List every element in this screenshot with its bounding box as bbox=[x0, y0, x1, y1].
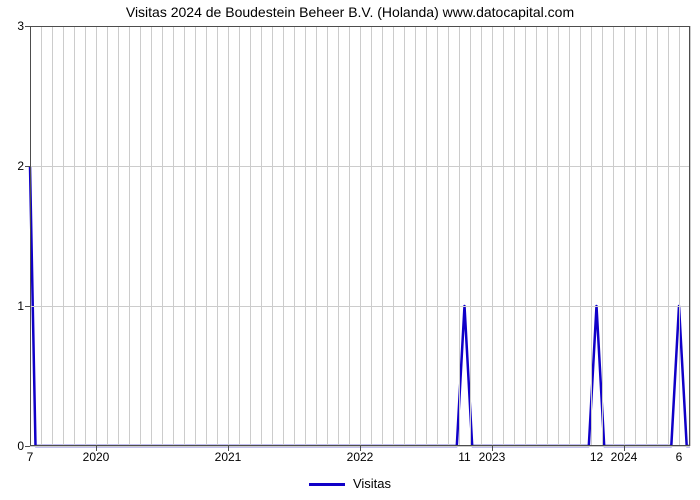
gridline-vertical bbox=[525, 26, 526, 446]
gridline-vertical bbox=[283, 26, 284, 446]
gridline-vertical bbox=[228, 26, 229, 446]
gridline-vertical bbox=[514, 26, 515, 446]
data-point-label: 11 bbox=[458, 446, 470, 464]
gridline-vertical bbox=[470, 26, 471, 446]
legend-swatch bbox=[309, 483, 345, 486]
gridline-vertical bbox=[217, 26, 218, 446]
gridline-vertical bbox=[195, 26, 196, 446]
gridline-vertical bbox=[96, 26, 97, 446]
y-tick-label: 3 bbox=[17, 19, 30, 33]
gridline-vertical bbox=[63, 26, 64, 446]
gridline-vertical bbox=[536, 26, 537, 446]
gridline-vertical bbox=[338, 26, 339, 446]
gridline-vertical bbox=[569, 26, 570, 446]
y-tick-label: 2 bbox=[17, 159, 30, 173]
legend-label: Visitas bbox=[353, 476, 391, 491]
gridline-vertical bbox=[481, 26, 482, 446]
gridline-vertical bbox=[690, 26, 691, 446]
gridline-vertical bbox=[239, 26, 240, 446]
x-tick-label: 2023 bbox=[479, 446, 506, 464]
gridline-vertical bbox=[349, 26, 350, 446]
y-tick-label: 1 bbox=[17, 299, 30, 313]
legend: Visitas bbox=[0, 476, 700, 491]
gridline-vertical bbox=[393, 26, 394, 446]
gridline-vertical bbox=[679, 26, 680, 446]
gridline-vertical bbox=[415, 26, 416, 446]
gridline-vertical bbox=[371, 26, 372, 446]
data-point-label: 7 bbox=[27, 446, 34, 464]
data-point-label: 12 bbox=[590, 446, 603, 464]
gridline-vertical bbox=[118, 26, 119, 446]
gridline-vertical bbox=[74, 26, 75, 446]
gridline-vertical bbox=[305, 26, 306, 446]
x-tick-label: 2024 bbox=[611, 446, 638, 464]
gridline-vertical bbox=[41, 26, 42, 446]
gridline-vertical bbox=[404, 26, 405, 446]
chart-title: Visitas 2024 de Boudestein Beheer B.V. (… bbox=[0, 4, 700, 20]
gridline-vertical bbox=[250, 26, 251, 446]
x-tick-label: 2021 bbox=[215, 446, 242, 464]
gridline-vertical bbox=[492, 26, 493, 446]
gridline-vertical bbox=[459, 26, 460, 446]
plot-area: 012320202021202220232024711126 bbox=[30, 26, 690, 446]
gridline-vertical bbox=[657, 26, 658, 446]
gridline-vertical bbox=[426, 26, 427, 446]
gridline-vertical bbox=[107, 26, 108, 446]
gridline-vertical bbox=[624, 26, 625, 446]
gridline-vertical bbox=[30, 26, 31, 446]
gridline-vertical bbox=[437, 26, 438, 446]
gridline-vertical bbox=[85, 26, 86, 446]
gridline-vertical bbox=[635, 26, 636, 446]
gridline-vertical bbox=[52, 26, 53, 446]
gridline-vertical bbox=[591, 26, 592, 446]
x-tick-label: 2020 bbox=[83, 446, 110, 464]
gridline-vertical bbox=[184, 26, 185, 446]
gridline-vertical bbox=[327, 26, 328, 446]
gridline-vertical bbox=[151, 26, 152, 446]
gridline-vertical bbox=[580, 26, 581, 446]
gridline-vertical bbox=[173, 26, 174, 446]
gridline-vertical bbox=[382, 26, 383, 446]
gridline-vertical bbox=[613, 26, 614, 446]
gridline-vertical bbox=[602, 26, 603, 446]
x-tick-label: 2022 bbox=[347, 446, 374, 464]
gridline-vertical bbox=[558, 26, 559, 446]
gridline-vertical bbox=[503, 26, 504, 446]
data-point-label: 6 bbox=[676, 446, 683, 464]
gridline-vertical bbox=[646, 26, 647, 446]
gridline-vertical bbox=[140, 26, 141, 446]
gridline-vertical bbox=[294, 26, 295, 446]
gridline-vertical bbox=[668, 26, 669, 446]
gridline-vertical bbox=[162, 26, 163, 446]
gridline-vertical bbox=[272, 26, 273, 446]
gridline-vertical bbox=[129, 26, 130, 446]
gridline-vertical bbox=[206, 26, 207, 446]
gridline-vertical bbox=[316, 26, 317, 446]
gridline-vertical bbox=[261, 26, 262, 446]
gridline-vertical bbox=[360, 26, 361, 446]
gridline-vertical bbox=[448, 26, 449, 446]
line-chart: Visitas 2024 de Boudestein Beheer B.V. (… bbox=[0, 0, 700, 500]
gridline-vertical bbox=[547, 26, 548, 446]
